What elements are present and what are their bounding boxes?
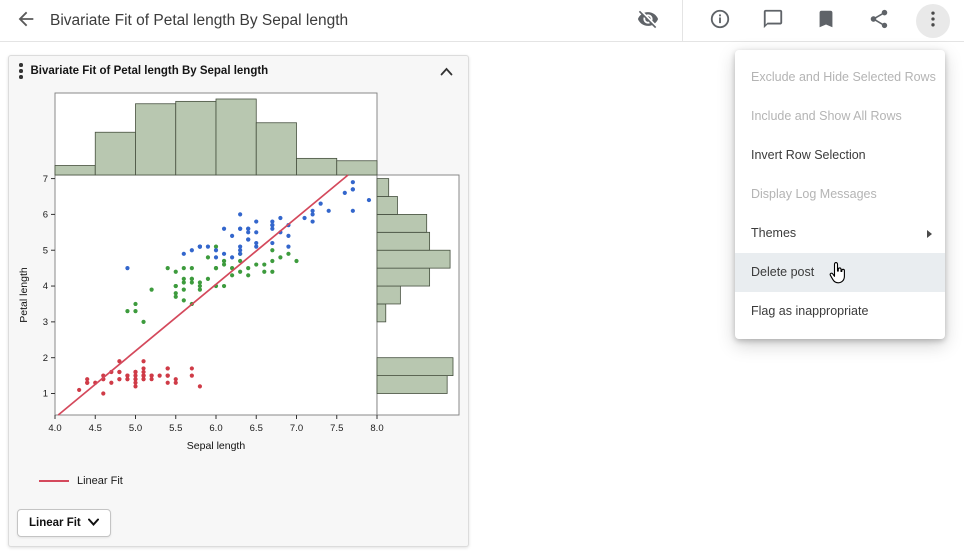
topbar: Bivariate Fit of Petal length By Sepal l… [0, 0, 964, 42]
svg-text:3: 3 [43, 317, 48, 328]
submenu-arrow-icon [927, 229, 932, 238]
chevron-up-icon [440, 64, 453, 79]
svg-text:1: 1 [43, 389, 48, 400]
svg-text:6.0: 6.0 [209, 423, 222, 434]
bookmark-button[interactable] [810, 5, 842, 37]
card-header: Bivariate Fit of Petal length By Sepal l… [9, 56, 468, 86]
info-button[interactable] [704, 5, 736, 37]
svg-text:4.0: 4.0 [48, 423, 61, 434]
svg-text:5.5: 5.5 [169, 423, 182, 434]
svg-text:4: 4 [43, 281, 48, 292]
svg-text:6: 6 [43, 210, 48, 221]
fit-type-dropdown[interactable]: Linear Fit [17, 509, 111, 537]
context-menu: Exclude and Hide Selected Rows Include a… [735, 50, 945, 339]
more-options-button[interactable] [916, 3, 950, 38]
svg-text:7: 7 [43, 174, 48, 185]
back-button[interactable] [10, 5, 42, 37]
svg-text:7.5: 7.5 [330, 423, 343, 434]
menu-item-delete-post[interactable]: Delete post [735, 253, 945, 292]
bookmark-icon [815, 8, 837, 33]
legend-line-swatch [39, 480, 69, 482]
info-icon [709, 8, 731, 33]
report-card: Bivariate Fit of Petal length By Sepal l… [8, 55, 469, 547]
menu-item-themes[interactable]: Themes [735, 214, 945, 253]
eye-off-icon [637, 8, 659, 33]
svg-text:2: 2 [43, 353, 48, 364]
hide-report-button[interactable] [632, 5, 664, 37]
arrow-left-icon [15, 8, 37, 33]
menu-item-themes-label: Themes [751, 226, 797, 240]
svg-text:Sepal length: Sepal length [187, 440, 246, 452]
menu-item-display-log-messages[interactable]: Display Log Messages [751, 187, 877, 201]
svg-text:4.5: 4.5 [89, 423, 102, 434]
svg-text:7.0: 7.0 [290, 423, 303, 434]
chevron-down-icon [87, 517, 99, 529]
bivariate-scatter-chart[interactable]: 4.0 4.5 5.0 5.5 6.0 6.5 7.0 7.5 8.0 1 2 3 4 5 6 7 Sepal … [15, 90, 462, 456]
legend-label: Linear Fit [77, 475, 123, 487]
toolbar-divider [682, 0, 683, 42]
share-icon [868, 8, 890, 33]
card-title: Bivariate Fit of Petal length By Sepal l… [30, 65, 269, 77]
menu-item-exclude-hide-selected-rows[interactable]: Exclude and Hide Selected Rows [751, 70, 936, 84]
share-button[interactable] [863, 5, 895, 37]
menu-item-invert-row-selection[interactable]: Invert Row Selection [751, 148, 866, 162]
comment-icon [762, 8, 784, 33]
menu-item-include-show-all-rows[interactable]: Include and Show All Rows [751, 109, 902, 123]
more-vertical-icon [923, 9, 943, 32]
svg-text:5.0: 5.0 [129, 423, 142, 434]
chart-legend: Linear Fit [39, 475, 468, 487]
svg-text:5: 5 [43, 245, 48, 256]
fit-dropdown-label: Linear Fit [29, 517, 81, 529]
svg-text:6.5: 6.5 [250, 423, 263, 434]
collapse-button[interactable] [436, 61, 456, 81]
drag-handle-icon[interactable] [19, 63, 23, 79]
menu-item-flag-as-inappropriate[interactable]: Flag as inappropriate [751, 304, 869, 318]
page-title: Bivariate Fit of Petal length By Sepal l… [50, 11, 349, 29]
comment-button[interactable] [757, 5, 789, 37]
svg-text:Petal length: Petal length [18, 267, 30, 323]
svg-text:8.0: 8.0 [370, 423, 383, 434]
